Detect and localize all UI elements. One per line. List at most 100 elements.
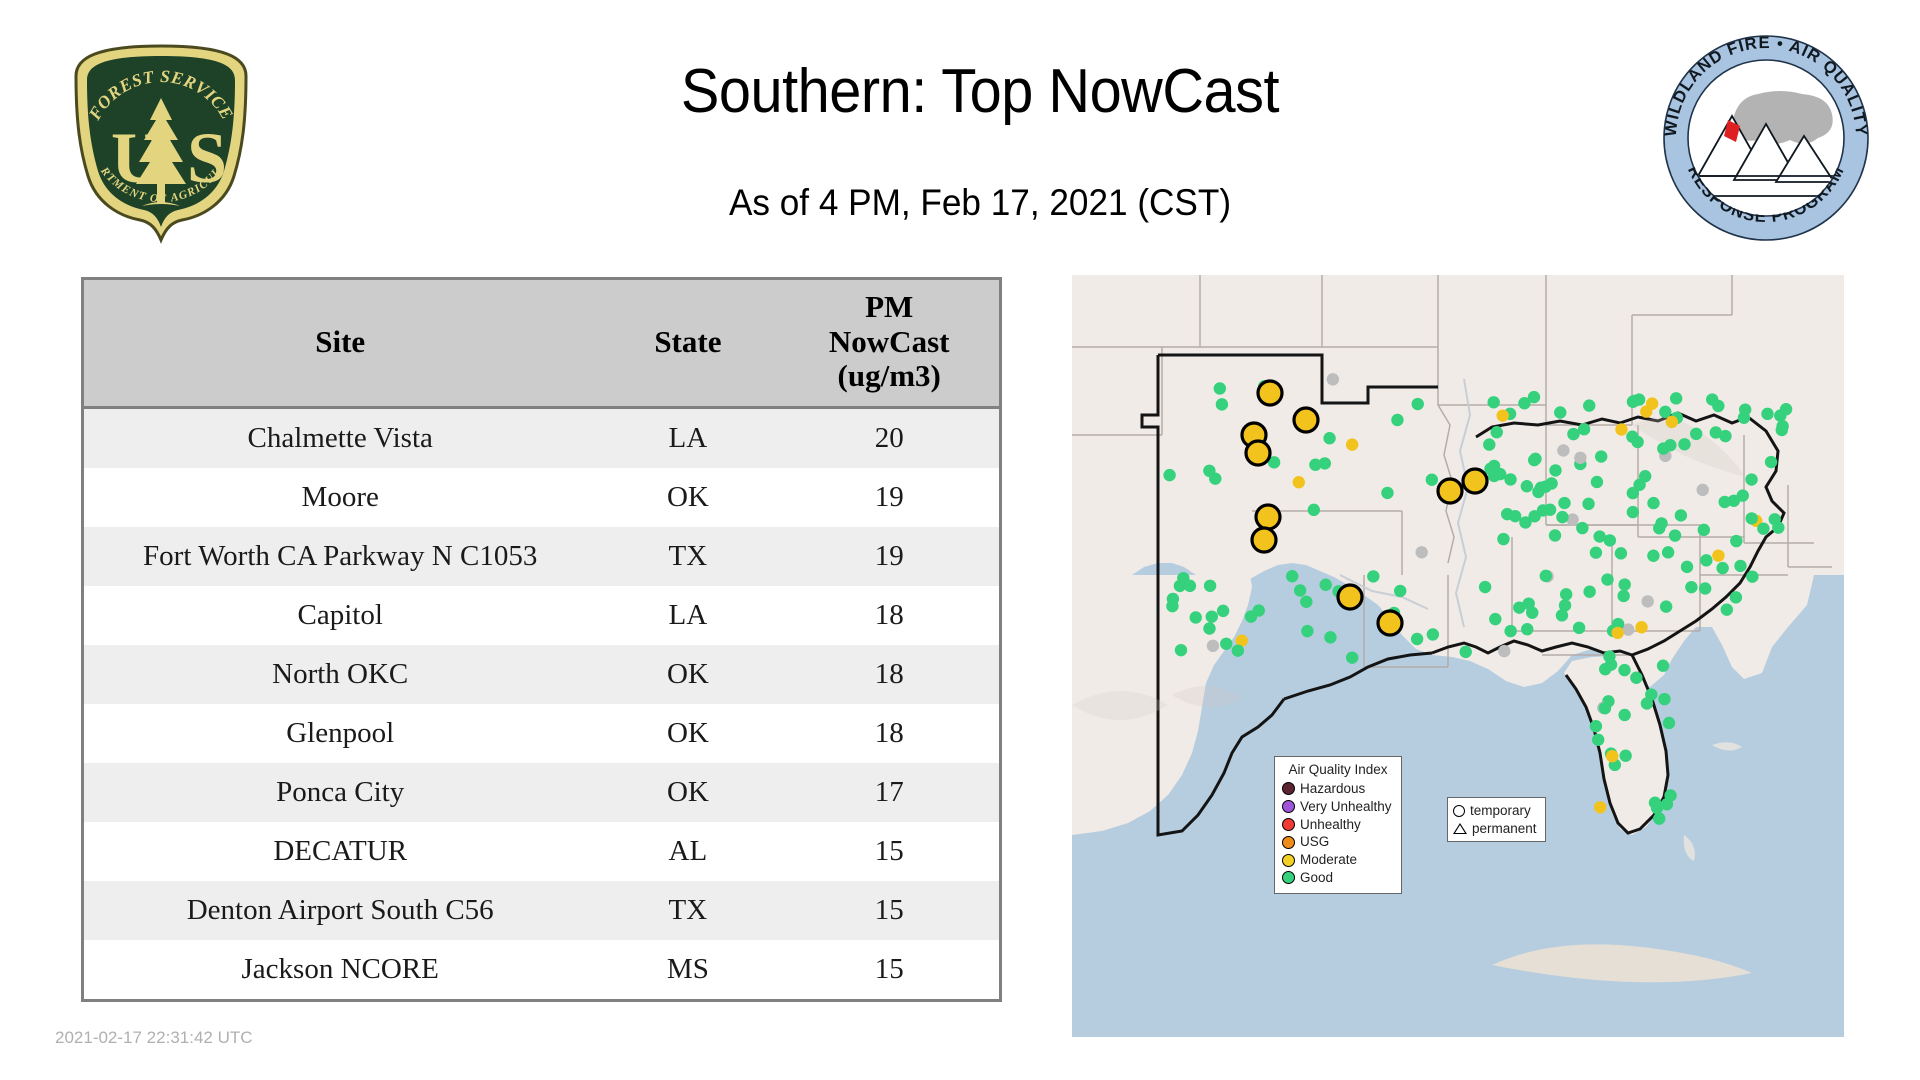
monitor-moderate[interactable] (1615, 423, 1628, 436)
monitor-good[interactable] (1576, 521, 1589, 535)
monitor-offline[interactable] (1415, 546, 1428, 559)
monitor-good[interactable] (1411, 397, 1424, 411)
monitor-good[interactable] (1583, 399, 1596, 412)
monitor-good[interactable] (1410, 632, 1424, 646)
monitor-good[interactable] (1757, 522, 1770, 535)
monitor-good[interactable] (1558, 496, 1571, 510)
monitor-good[interactable] (1618, 708, 1631, 722)
monitor-good[interactable] (1712, 399, 1725, 413)
monitor-good[interactable] (1487, 396, 1500, 409)
top-site-marker[interactable] (1250, 526, 1278, 554)
monitor-good[interactable] (1497, 532, 1510, 546)
monitor-good[interactable] (1504, 473, 1517, 486)
monitor-good[interactable] (1674, 509, 1688, 522)
monitor-good[interactable] (1685, 580, 1698, 594)
top-site-marker[interactable] (1254, 503, 1282, 531)
monitor-good[interactable] (1554, 406, 1567, 419)
monitor-good[interactable] (1595, 450, 1608, 463)
monitor-good[interactable] (1522, 597, 1535, 610)
monitor-offline[interactable] (1641, 595, 1654, 608)
monitor-good[interactable] (1738, 403, 1752, 416)
monitor-offline[interactable] (1498, 644, 1511, 658)
monitor-moderate[interactable] (1345, 438, 1359, 451)
monitor-good[interactable] (1577, 423, 1591, 436)
monitor-good[interactable] (1718, 495, 1731, 509)
monitor-moderate[interactable] (1665, 415, 1679, 429)
monitor-good[interactable] (1598, 701, 1612, 715)
monitor-good[interactable] (1633, 478, 1646, 491)
monitor-good[interactable] (1231, 644, 1245, 657)
monitor-moderate[interactable] (1635, 621, 1648, 634)
monitor-good[interactable] (1619, 749, 1632, 762)
monitor-good[interactable] (1520, 480, 1534, 493)
monitor-good[interactable] (1213, 382, 1227, 395)
monitor-offline[interactable] (1206, 639, 1220, 653)
southern-region-aqi-map[interactable]: Air Quality Index Hazardous Very Unhealth… (1072, 275, 1844, 1037)
top-site-marker[interactable] (1244, 439, 1272, 467)
monitor-good[interactable] (1656, 659, 1670, 672)
monitor-good[interactable] (1664, 789, 1677, 802)
monitor-good[interactable] (1618, 578, 1631, 591)
monitor-good[interactable] (1697, 523, 1711, 537)
monitor-good[interactable] (1614, 547, 1628, 560)
monitor-good[interactable] (1745, 512, 1758, 525)
monitor-good[interactable] (1318, 457, 1332, 470)
monitor-good[interactable] (1556, 510, 1569, 524)
monitor-moderate[interactable] (1640, 405, 1653, 418)
monitor-moderate[interactable] (1593, 801, 1607, 814)
monitor-good[interactable] (1719, 429, 1732, 443)
monitor-good[interactable] (1483, 438, 1496, 451)
monitor-good[interactable] (1589, 546, 1603, 559)
monitor-offline[interactable] (1326, 373, 1340, 386)
monitor-good[interactable] (1640, 697, 1654, 710)
monitor-good[interactable] (1300, 595, 1313, 608)
monitor-good[interactable] (1391, 413, 1404, 427)
monitor-good[interactable] (1555, 609, 1569, 622)
monitor-good[interactable] (1539, 569, 1552, 583)
monitor-good[interactable] (1599, 663, 1612, 676)
monitor-good[interactable] (1582, 497, 1595, 511)
monitor-good[interactable] (1163, 468, 1176, 482)
monitor-good[interactable] (1323, 432, 1336, 445)
monitor-good[interactable] (1720, 603, 1734, 616)
monitor-good[interactable] (1166, 592, 1180, 606)
monitor-good[interactable] (1490, 426, 1503, 439)
monitor-good[interactable] (1183, 579, 1197, 593)
monitor-good[interactable] (1381, 486, 1394, 500)
monitor-good[interactable] (1655, 517, 1668, 530)
monitor-good[interactable] (1700, 554, 1713, 567)
monitor-good[interactable] (1603, 650, 1616, 663)
monitor-good[interactable] (1736, 489, 1749, 502)
top-site-marker[interactable] (1292, 406, 1320, 434)
monitor-good[interactable] (1203, 622, 1216, 635)
monitor-good[interactable] (1567, 427, 1580, 441)
monitor-good[interactable] (1592, 733, 1605, 746)
monitor-good[interactable] (1307, 503, 1321, 517)
monitor-offline[interactable] (1566, 513, 1579, 526)
monitor-offline[interactable] (1696, 483, 1709, 497)
monitor-good[interactable] (1768, 513, 1781, 526)
monitor-moderate[interactable] (1292, 476, 1305, 489)
monitor-good[interactable] (1528, 510, 1541, 523)
monitor-good[interactable] (1626, 505, 1640, 519)
monitor-good[interactable] (1745, 473, 1758, 486)
monitor-good[interactable] (1630, 671, 1643, 684)
monitor-good[interactable] (1590, 475, 1604, 489)
monitor-good[interactable] (1521, 623, 1534, 636)
monitor-good[interactable] (1559, 588, 1573, 601)
monitor-good[interactable] (1487, 459, 1501, 473)
monitor-good[interactable] (1478, 580, 1492, 594)
monitor-good[interactable] (1203, 464, 1216, 478)
monitor-good[interactable] (1668, 529, 1682, 542)
monitor-good[interactable] (1698, 582, 1712, 595)
monitor-good[interactable] (1216, 604, 1230, 618)
monitor-offline[interactable] (1557, 444, 1570, 457)
monitor-good[interactable] (1627, 394, 1641, 408)
monitor-good[interactable] (1220, 637, 1233, 650)
monitor-good[interactable] (1689, 427, 1703, 441)
monitor-good[interactable] (1661, 546, 1675, 559)
monitor-good[interactable] (1549, 464, 1562, 477)
monitor-good[interactable] (1425, 473, 1439, 486)
monitor-good[interactable] (1293, 584, 1307, 597)
monitor-good[interactable] (1601, 573, 1614, 586)
